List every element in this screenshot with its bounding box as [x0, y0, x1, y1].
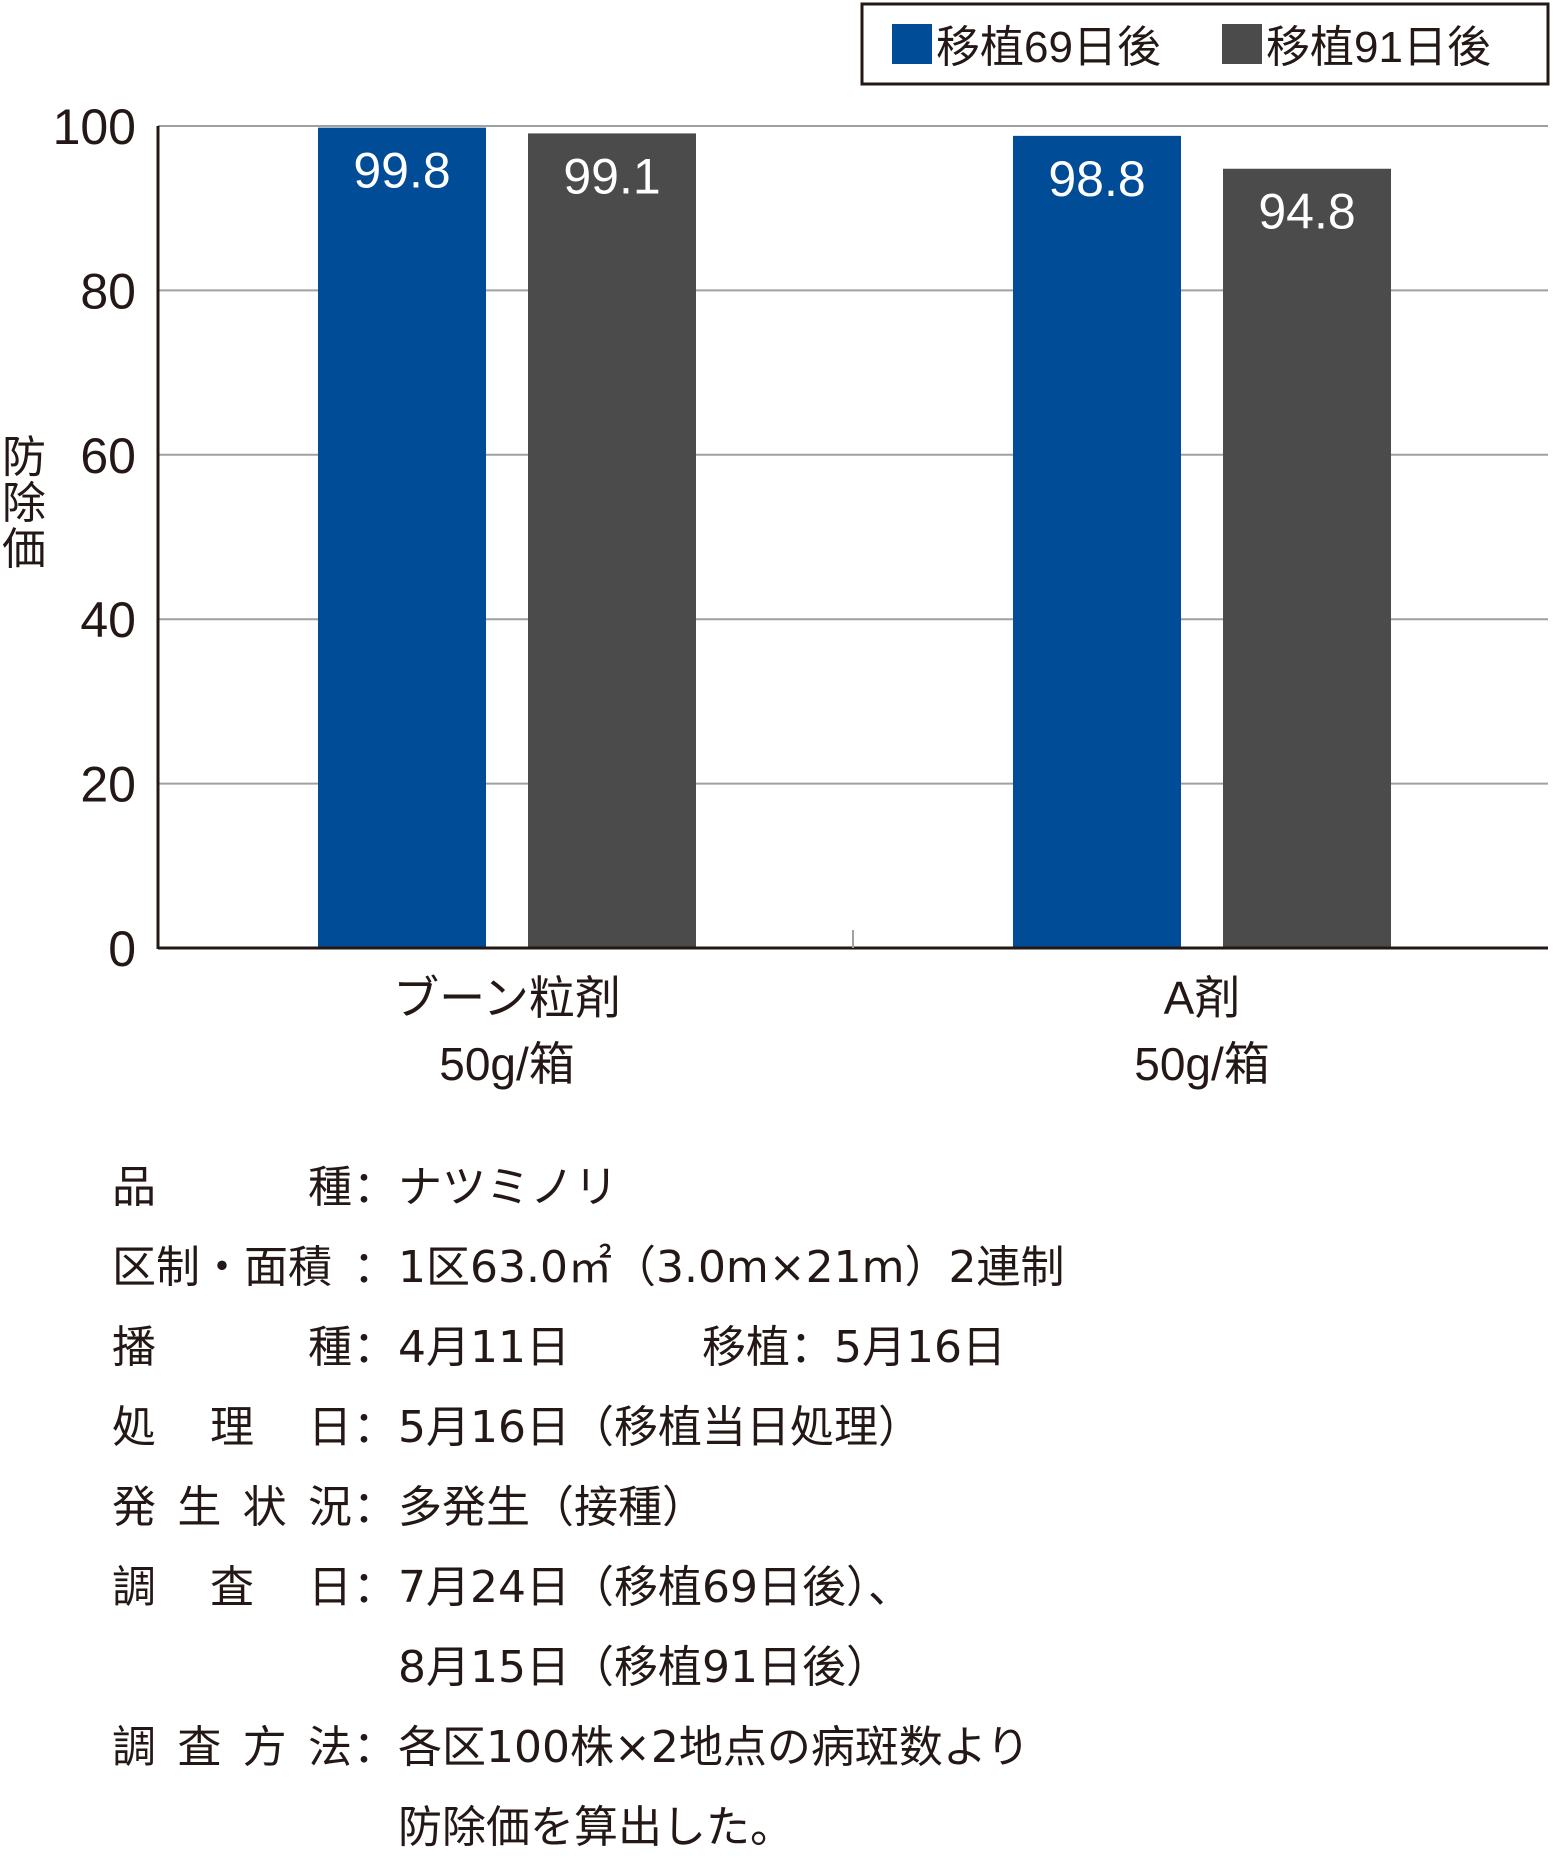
note-label: 播種: [112, 1322, 352, 1373]
bar-value-label: 94.8: [1258, 184, 1355, 240]
bar-value-label: 99.1: [563, 148, 660, 204]
note-colon: ：: [353, 1242, 397, 1293]
y-tick-label: 40: [80, 592, 136, 648]
note-row: 品種：ナツミノリ: [112, 1148, 1532, 1228]
bar-chart: 99.8 99.1 98.8 94.8 0 20 40 60 80 100 ブーン粒剤 50g/箱…: [2, 2, 1550, 1090]
note-value: 1区63.0㎡（3.0m×21m）2連制: [398, 1242, 1065, 1293]
experiment-notes: 品種：ナツミノリ 区制・面積： 1区63.0㎡（3.0m×21m）2連制播種： 4月1…: [112, 1148, 1532, 1868]
note-label: 区制・面積: [112, 1242, 332, 1293]
bars: 99.8 99.1 98.8 94.8: [318, 127, 1391, 949]
note-label: 調査日: [112, 1562, 352, 1613]
note-colon: ：: [353, 1562, 397, 1613]
y-tick-labels: 0 20 40 60 80 100: [53, 99, 136, 977]
legend-swatch: [892, 24, 932, 64]
note-row: 区制・面積 ： 1区63.0㎡（3.0m×21m）2連制: [112, 1228, 1532, 1308]
y-tick-label: 60: [80, 428, 136, 484]
note-colon: ：: [353, 1322, 397, 1373]
y-tick-label: 100: [53, 99, 136, 155]
note-label: 発生状況: [112, 1482, 352, 1533]
bar: [318, 127, 486, 949]
bar-value-label: 98.8: [1048, 151, 1145, 207]
x-tick-label: 50g/箱: [439, 1038, 575, 1090]
note-value: 4月11日 移植：5月16日: [398, 1322, 1006, 1373]
x-tick-labels: ブーン粒剤 50g/箱 A剤 50g/箱: [393, 972, 1270, 1090]
note-row: 発生状況：多発生（接種）: [112, 1468, 1532, 1548]
note-colon: ：: [353, 1482, 397, 1533]
legend-label: 移植69日後: [936, 23, 1161, 72]
note-label: 調査方法: [112, 1722, 352, 1773]
bar-value-label: 99.8: [353, 143, 450, 199]
legend: 移植69日後 移植91日後: [860, 2, 1550, 86]
note-value: 各区100株×2地点の病斑数より: [398, 1722, 1030, 1773]
note-colon: ：: [353, 1722, 397, 1773]
note-value-continued: 8月15日（移植91日後）: [398, 1642, 890, 1693]
note-label: 品種: [112, 1162, 352, 1213]
x-tick-label: ブーン粒剤: [393, 972, 621, 1024]
legend-swatch: [1222, 24, 1262, 64]
legend-box: [860, 2, 1550, 86]
bar: [1013, 135, 1181, 948]
note-row: 処理日： 5月16日（移植当日処理）: [112, 1388, 1532, 1468]
note-colon: ：: [353, 1402, 397, 1453]
note-value-continued: 防除価を算出した。: [398, 1802, 794, 1853]
bar: [1223, 168, 1391, 948]
note-label: 処理日: [112, 1402, 352, 1453]
y-tick-label: 0: [108, 921, 136, 977]
note-row: 播種： 4月11日 移植：5月16日: [112, 1308, 1532, 1388]
y-tick-label: 20: [80, 757, 136, 813]
note-colon: ：: [353, 1162, 397, 1213]
note-value: 多発生（接種）: [398, 1482, 706, 1533]
legend-label: 移植91日後: [1266, 23, 1491, 72]
y-tick-label: 80: [80, 263, 136, 319]
note-value: 5月16日（移植当日処理）: [398, 1402, 922, 1453]
axes: [156, 126, 1548, 950]
note-row: 調査日： 7月24日（移植69日後）、: [112, 1548, 1532, 1628]
x-tick-label: A剤: [1164, 972, 1241, 1024]
bar: [528, 133, 696, 948]
y-axis-label: 防除価: [2, 433, 46, 574]
note-row: 調査方法：各区100株×2地点の病斑数より: [112, 1708, 1532, 1788]
note-value: 7月24日（移植69日後）、: [398, 1562, 912, 1613]
note-value: ナツミノリ: [398, 1162, 618, 1213]
x-tick-label: 50g/箱: [1134, 1038, 1270, 1090]
